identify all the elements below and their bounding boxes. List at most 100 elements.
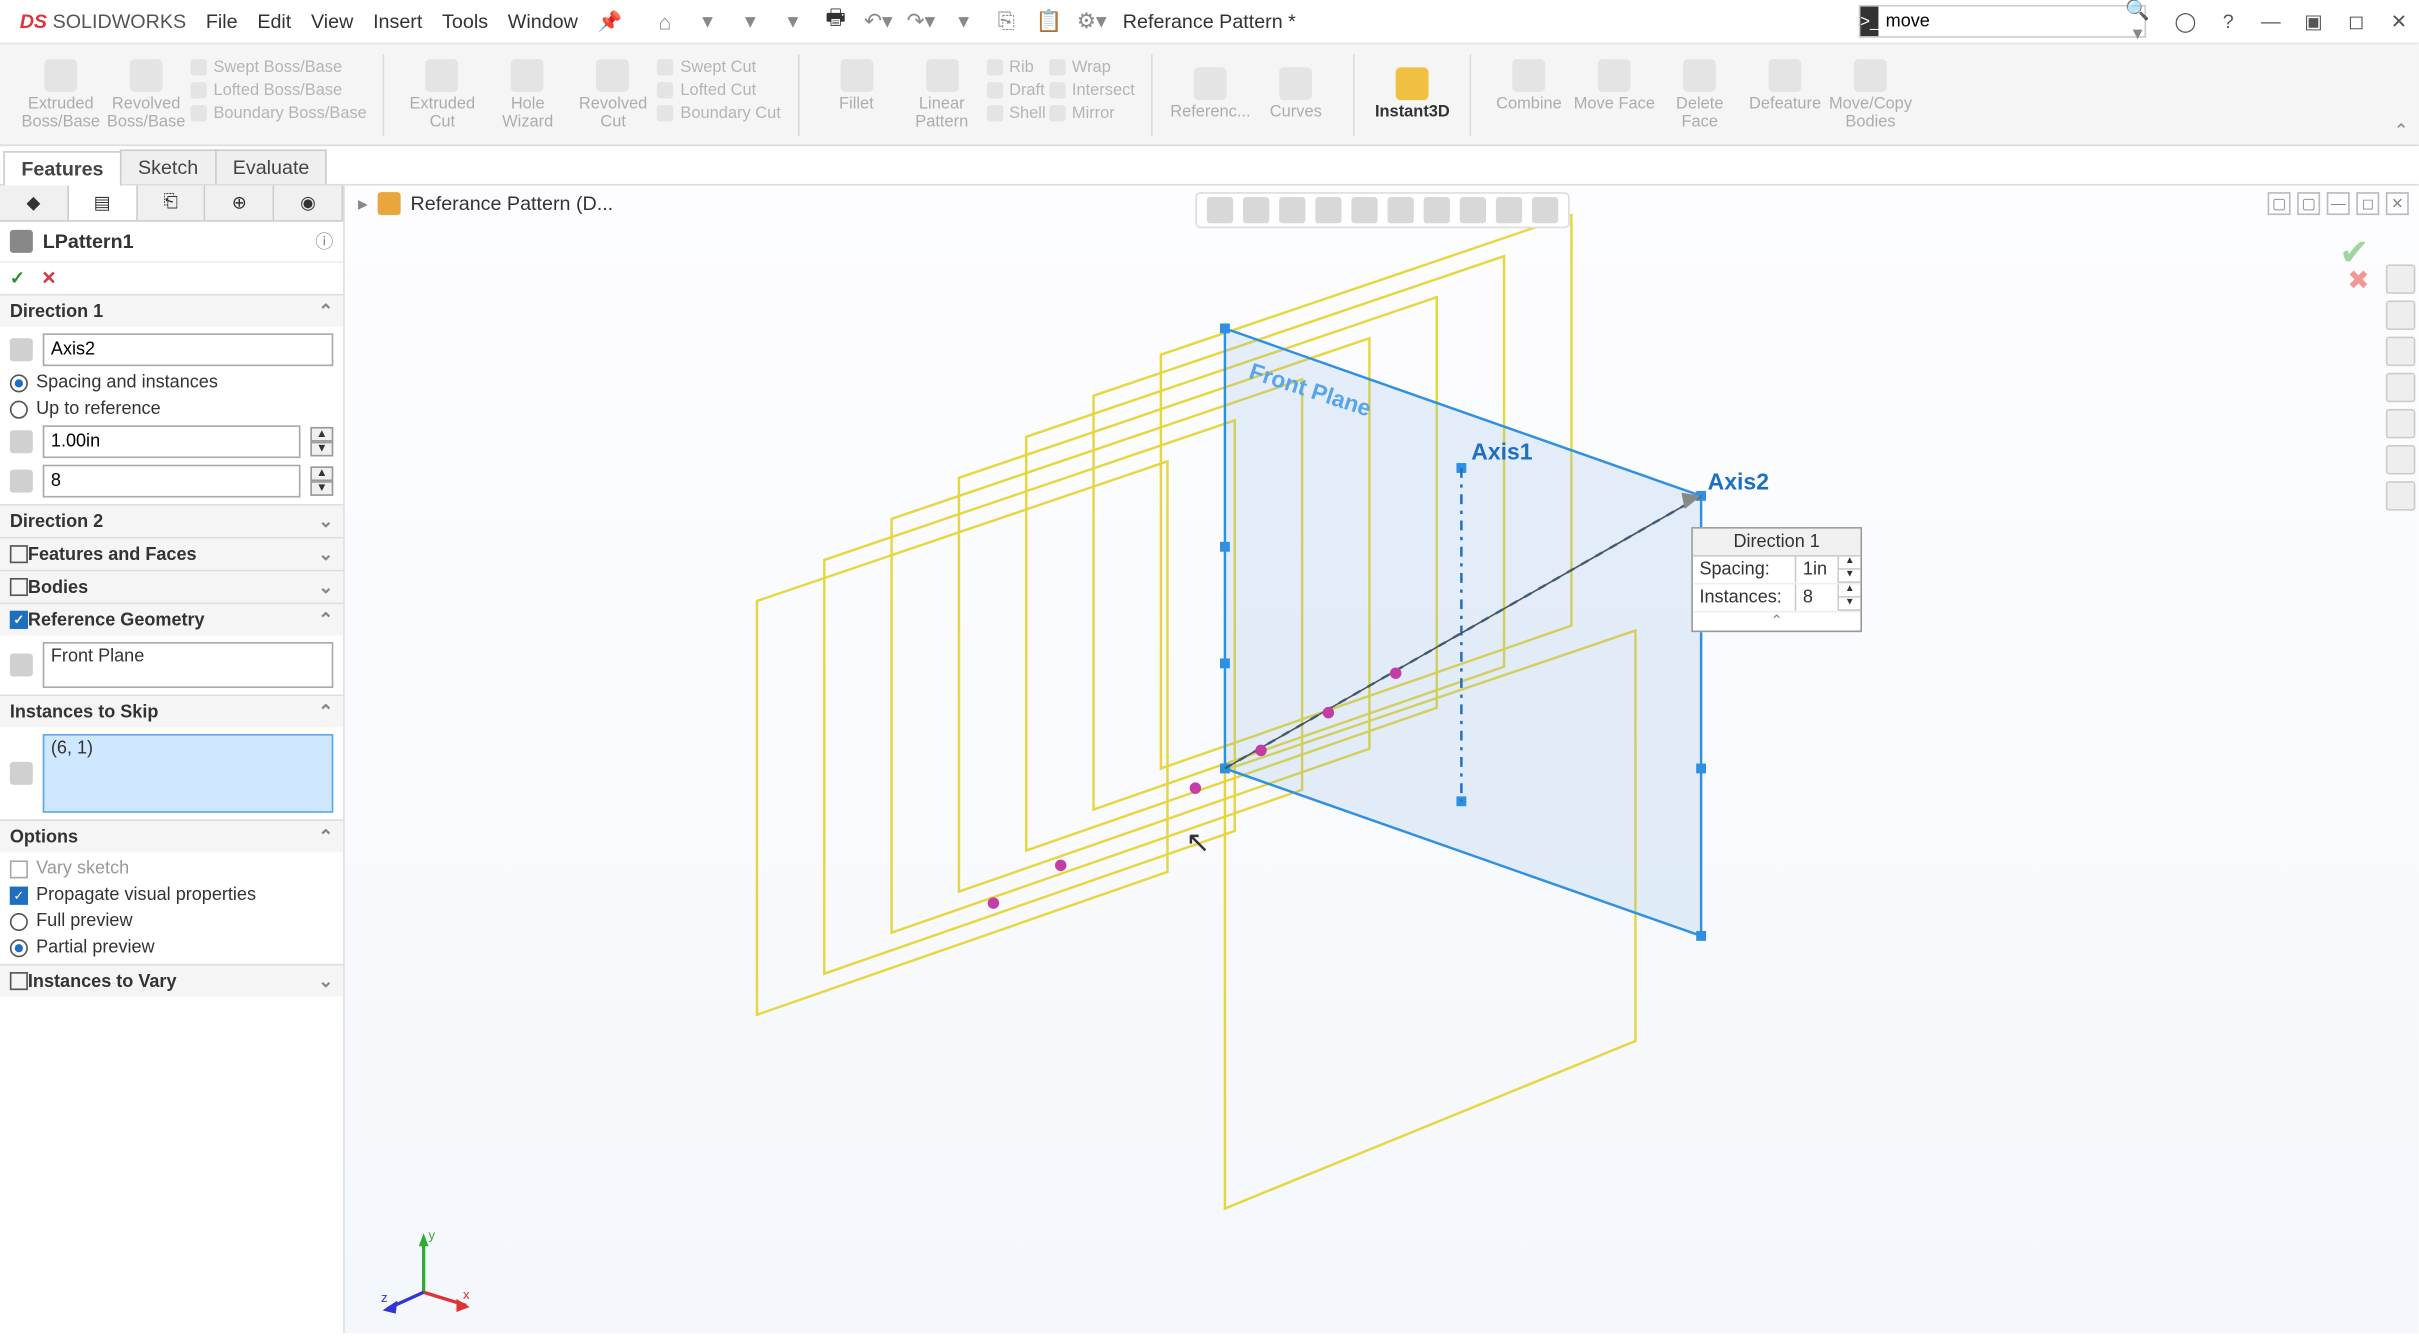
boundary-boss-button[interactable]: Boundary Boss/Base (190, 104, 366, 122)
print-icon[interactable]: 🖶 (822, 8, 848, 34)
tp-custom-icon[interactable] (2386, 445, 2416, 475)
spacing-instances-radio[interactable]: Spacing and instances (10, 373, 333, 393)
defeature-button[interactable]: Defeature (1744, 58, 1826, 130)
spacing-spinner[interactable]: ▲▼ (310, 427, 333, 457)
maximize-icon[interactable]: ◻ (2343, 10, 2369, 33)
breadcrumb-doc[interactable]: Referance Pattern (D... (411, 192, 614, 215)
tp-home-icon[interactable] (2386, 264, 2416, 294)
direction2-header[interactable]: Direction 2⌄ (0, 506, 343, 537)
ref-geom-list[interactable]: Front Plane (43, 642, 334, 688)
display-style-icon[interactable] (1387, 197, 1413, 223)
search-input[interactable] (1879, 11, 2125, 31)
vp-min-icon[interactable]: — (2327, 192, 2350, 215)
swept-cut-button[interactable]: Swept Cut (657, 58, 780, 76)
reverse-dir-icon[interactable] (10, 338, 33, 361)
tp-view-icon[interactable] (2386, 373, 2416, 403)
reject-icon[interactable]: ✖ (2347, 264, 2369, 297)
vp-max-icon[interactable]: ◻ (2356, 192, 2379, 215)
skip-list[interactable]: (6, 1) (43, 734, 334, 813)
menu-pin-icon[interactable]: 📌 (598, 10, 623, 33)
restore-icon[interactable]: ▣ (2300, 10, 2326, 33)
help-icon[interactable]: ? (2215, 10, 2241, 33)
user-icon[interactable]: ◯ (2172, 10, 2198, 33)
instant3d-button[interactable]: Instant3D (1371, 67, 1453, 121)
zoom-fit-icon[interactable] (1206, 197, 1232, 223)
full-preview-radio[interactable]: Full preview (10, 911, 333, 931)
direction1-axis-input[interactable] (43, 333, 334, 366)
callout-instances-spinner[interactable]: ▲▼ (1837, 585, 1860, 611)
settings-icon[interactable]: ⚙▾ (1079, 8, 1105, 34)
curves-button[interactable]: Curves (1255, 67, 1337, 121)
undo-icon[interactable]: ↶▾ (865, 8, 891, 34)
move-copy-button[interactable]: Move/Copy Bodies (1829, 58, 1911, 130)
partial-preview-radio[interactable]: Partial preview (10, 938, 333, 958)
draft-button[interactable]: Draft (986, 81, 1046, 99)
spacing-input[interactable] (43, 425, 301, 458)
menu-file[interactable]: File (206, 10, 238, 33)
hole-wizard-button[interactable]: Hole Wizard (487, 58, 569, 130)
menu-view[interactable]: View (311, 10, 353, 33)
graphics-area[interactable]: ▸ Referance Pattern (D... ▢ ▢ — ◻ (345, 186, 2419, 1334)
upto-reference-radio[interactable]: Up to reference (10, 399, 333, 419)
options-icon[interactable]: 📋 (1036, 8, 1062, 34)
callout-spacing-spinner[interactable]: ▲▼ (1837, 557, 1860, 583)
mirror-button[interactable]: Mirror (1049, 104, 1135, 122)
vp-1-icon[interactable]: ▢ (2268, 192, 2291, 215)
tab-sketch[interactable]: Sketch (120, 149, 216, 183)
callout-instances-value[interactable]: 8 (1795, 585, 1838, 611)
instances-spinner[interactable]: ▲▼ (310, 466, 333, 496)
breadcrumb[interactable]: ▸ Referance Pattern (D... (358, 192, 613, 215)
extruded-cut-button[interactable]: Extruded Cut (401, 58, 483, 130)
tab-evaluate[interactable]: Evaluate (215, 149, 328, 183)
cancel-button[interactable]: ✕ (41, 268, 56, 289)
tp-appearance-icon[interactable] (2386, 409, 2416, 439)
new-icon[interactable]: ▾ (694, 8, 720, 34)
menu-tools[interactable]: Tools (442, 10, 488, 33)
fillet-button[interactable]: Fillet (815, 58, 897, 130)
delete-face-button[interactable]: Delete Face (1659, 58, 1741, 130)
redo-icon[interactable]: ↷▾ (908, 8, 934, 34)
menu-insert[interactable]: Insert (373, 10, 422, 33)
instances-input[interactable] (43, 465, 301, 498)
prev-view-icon[interactable] (1278, 197, 1304, 223)
tab-features[interactable]: Features (3, 151, 121, 185)
home-icon[interactable]: ⌂ (652, 8, 678, 34)
callout-expand-icon[interactable]: ⌃ (1693, 612, 1860, 630)
direction-callout[interactable]: Direction 1 Spacing:1in▲▼ Instances:8▲▼ … (1691, 527, 1862, 632)
linear-pattern-button[interactable]: Linear Pattern (901, 58, 983, 130)
menu-edit[interactable]: Edit (257, 10, 291, 33)
zoom-area-icon[interactable] (1242, 197, 1268, 223)
view-orient-icon[interactable] (1351, 197, 1377, 223)
panel-tab-appearance[interactable]: ◉ (275, 186, 344, 220)
bodies-header[interactable]: Bodies⌄ (0, 571, 343, 602)
select-icon[interactable]: ▾ (951, 8, 977, 34)
instances-vary-header[interactable]: Instances to Vary⌄ (0, 965, 343, 996)
combine-button[interactable]: Combine (1488, 58, 1570, 130)
revolved-boss-button[interactable]: Revolved Boss/Base (105, 58, 187, 130)
rebuild-icon[interactable]: ⎘ (993, 8, 1019, 34)
extruded-boss-button[interactable]: Extruded Boss/Base (20, 58, 102, 130)
vp-close-icon[interactable]: ✕ (2386, 192, 2409, 215)
open-icon[interactable]: ▾ (737, 8, 763, 34)
ribbon-collapse-icon[interactable]: ⌃ (2394, 120, 2409, 141)
features-faces-header[interactable]: Features and Faces⌄ (0, 539, 343, 570)
edit-appearance-icon[interactable] (1459, 197, 1485, 223)
direction1-header[interactable]: Direction 1⌃ (0, 296, 343, 327)
ref-geom-header[interactable]: ✓Reference Geometry⌃ (0, 604, 343, 635)
reference-geom-button[interactable]: Referenc... (1169, 67, 1251, 121)
minimize-icon[interactable]: — (2258, 10, 2284, 33)
skip-header[interactable]: Instances to Skip⌃ (0, 696, 343, 727)
vp-2-icon[interactable]: ▢ (2297, 192, 2320, 215)
panel-tab-property[interactable]: ▤ (69, 186, 138, 220)
lofted-cut-button[interactable]: Lofted Cut (657, 81, 780, 99)
tp-forum-icon[interactable] (2386, 481, 2416, 511)
help-icon-panel[interactable]: ⓘ (315, 228, 333, 254)
panel-tab-feature[interactable]: ◆ (0, 186, 69, 220)
view-triad[interactable]: y x z (374, 1227, 473, 1317)
command-search[interactable]: >_ 🔍▾ (1859, 5, 2146, 38)
view-settings-icon[interactable] (1531, 197, 1557, 223)
breadcrumb-arrow-icon[interactable]: ▸ (358, 192, 368, 215)
menu-window[interactable]: Window (508, 10, 578, 33)
lofted-boss-button[interactable]: Lofted Boss/Base (190, 81, 366, 99)
search-icon[interactable]: 🔍▾ (2125, 0, 2150, 44)
